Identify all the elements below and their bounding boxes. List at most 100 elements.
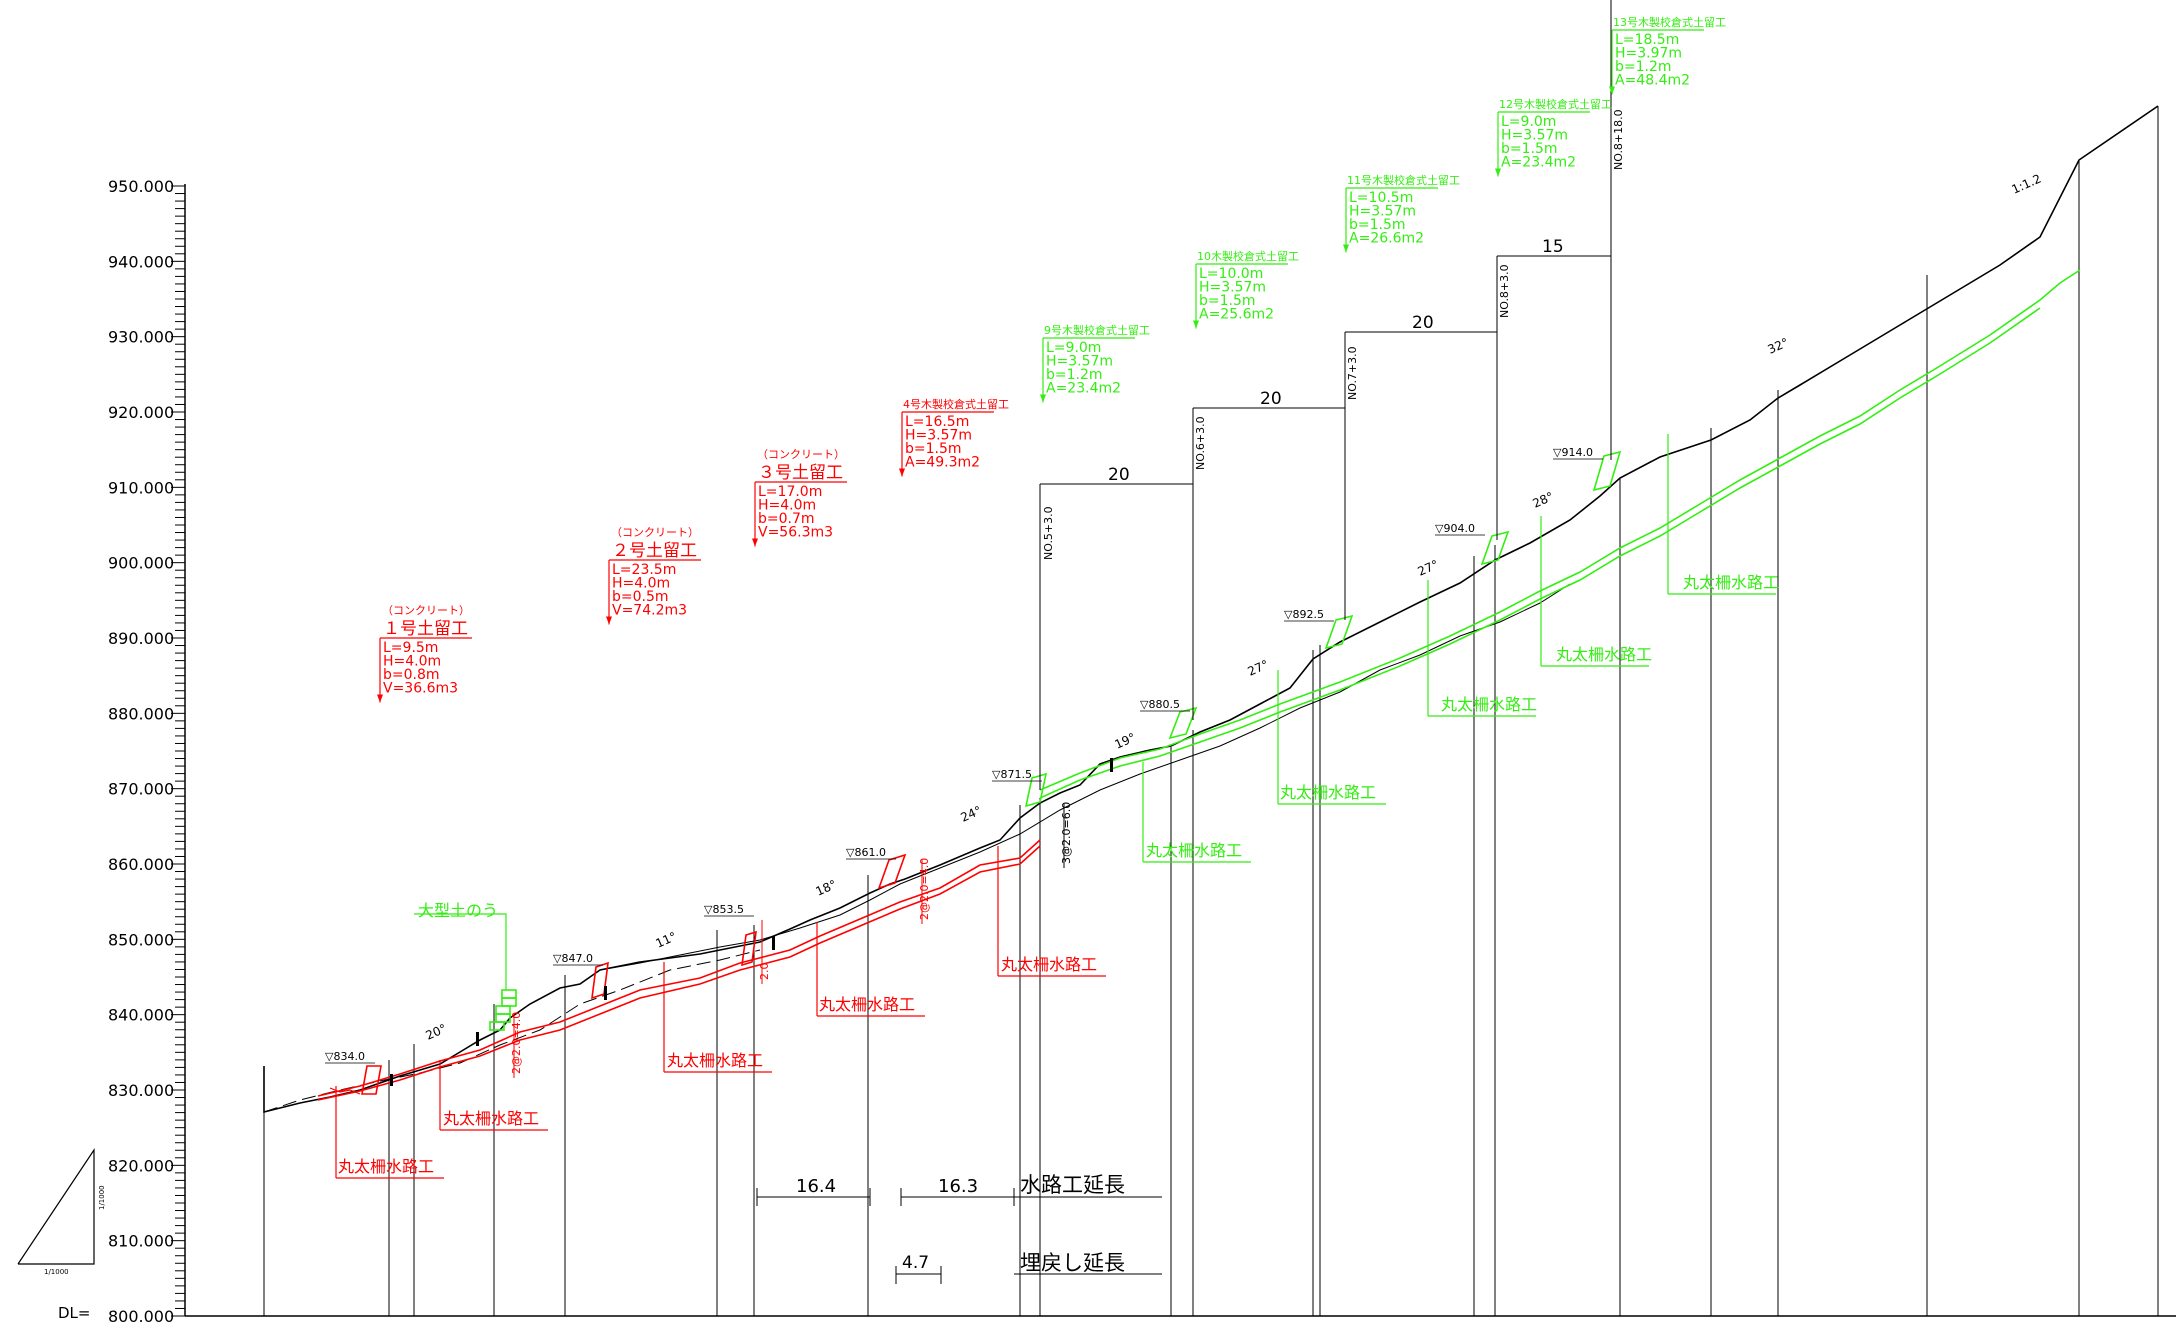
waterway-label: 丸太柵水路工 — [667, 1051, 763, 1070]
wall-spec: L=9.0m — [1046, 340, 1101, 356]
slope-angle-label: 20° — [424, 1021, 449, 1042]
axis-tick-label: 830.000 — [108, 1081, 174, 1100]
wall-spec: A=23.4m2 — [1046, 381, 1121, 397]
slope-angle-label: 1:1.2 — [2010, 171, 2044, 196]
stations-layer: NO.5+3.0 NO.6+3.0 NO.7+3.0 NO.8+3.0 NO.8+18.… — [1042, 109, 1625, 560]
wall-spec: L=23.5m — [612, 562, 676, 578]
wall-spec: A=25.6m2 — [1199, 307, 1274, 323]
axis-tick-label: 810.000 — [108, 1232, 174, 1251]
waterway-callout: 丸太柵水路工 — [335, 1086, 444, 1179]
elevation-mark: ▽892.5 — [1284, 608, 1324, 621]
wall-spec: A=48.4m2 — [1615, 73, 1690, 89]
wall-spec: b=0.7m — [758, 511, 815, 527]
wall-spec: L=10.0m — [1199, 266, 1263, 282]
wall-title: 11号木製校倉式土留工 — [1347, 173, 1460, 187]
wall-spec: H=3.57m — [1199, 280, 1266, 296]
wall-spec: L=17.0m — [758, 484, 822, 500]
waterway-length-label: 水路工延長 — [1020, 1173, 1125, 1197]
waterway-callout: 丸太柵水路工 — [816, 922, 925, 1017]
wall-9-shape — [1024, 772, 1048, 808]
wall-spec: b=0.5m — [612, 589, 669, 605]
slope-angle-label: 18° — [814, 877, 839, 898]
elevation-mark: ▽847.0 — [553, 952, 593, 965]
station-label: NO.7+3.0 — [1346, 346, 1359, 400]
wall-title: 9号木製校倉式土留工 — [1044, 323, 1150, 337]
log-markers — [390, 758, 1113, 1086]
elevation-marks-layer: ▽834.0 ▽847.0 ▽853.5 ▽861.0 ▽871.5 ▽880.5 ▽892… — [325, 446, 1603, 1064]
axis-tick-label: 850.000 — [108, 930, 174, 949]
elevation-mark: ▽834.0 — [325, 1050, 365, 1063]
tick-labels: 800.000 810.000 820.000 830.000 840.000 850.0… — [108, 177, 174, 1326]
axis-tick-label: 950.000 — [108, 177, 174, 196]
slope-angle-label: 32° — [1766, 335, 1791, 356]
wall-title: 12号木製校倉式土留工 — [1499, 97, 1612, 111]
vertical-dim-label: 2@2.0=4.0 — [918, 858, 931, 920]
waterway-label: 丸太柵水路工 — [443, 1109, 539, 1128]
section-lines — [263, 106, 2159, 1316]
station-spacing: 20 — [1260, 389, 1282, 409]
waterway-label: 丸太柵水路工 — [1146, 841, 1242, 860]
waterway-callout: 丸太柵水路工 — [1540, 516, 1652, 667]
big-sandbag-stack — [489, 989, 517, 1031]
waterway-callout: 丸太柵水路工 — [439, 1060, 548, 1131]
elevation-mark: ▽904.0 — [1435, 522, 1475, 535]
wall-4-shape — [877, 853, 907, 890]
waterway-label: 丸太柵水路工 — [1556, 645, 1652, 664]
waterway-label: 丸太柵水路工 — [1683, 573, 1779, 592]
wall-spec: V=74.2m3 — [612, 603, 687, 619]
wall-title: 13号木製校倉式土留工 — [1613, 15, 1726, 29]
axis-tick-label: 870.000 — [108, 780, 174, 799]
wall-spec: b=1.5m — [905, 441, 962, 457]
station-spacing: 20 — [1412, 313, 1434, 333]
backfill-length: 4.7 — [902, 1253, 929, 1273]
wall-spec: H=3.57m — [1501, 128, 1568, 144]
waterway-callout: 丸太柵水路工 — [1142, 762, 1251, 863]
waterway-label: 丸太柵水路工 — [819, 995, 915, 1014]
station-spacing: 20 — [1108, 465, 1130, 485]
waterway-label: 丸太柵水路工 — [1441, 695, 1537, 714]
wall-leader-arrow — [1609, 86, 1615, 95]
big-sandbag-label: 大型土のう — [418, 901, 498, 920]
slope-angle-label: 19° — [1113, 730, 1138, 751]
wall-title: 10木製校倉式土留工 — [1197, 249, 1299, 263]
elevation-mark: ▽871.5 — [992, 768, 1032, 781]
wall-title: ３号土留工 — [758, 463, 843, 483]
wall-spec: b=1.2m — [1615, 59, 1672, 75]
wall-leader-arrow — [1040, 394, 1046, 403]
waterway-callout: 丸太柵水路工 — [997, 846, 1106, 977]
wall-spec: H=4.0m — [758, 498, 816, 514]
wall-spec: H=3.57m — [905, 428, 972, 444]
scale-triangle: 1/1000 1/1000 — [17, 1148, 106, 1276]
wall-spec: L=16.5m — [905, 414, 969, 430]
wall-spec: L=18.5m — [1615, 32, 1679, 48]
station-label: NO.5+3.0 — [1042, 506, 1055, 560]
axis-tick-label: 860.000 — [108, 855, 174, 874]
station-label: NO.8+3.0 — [1498, 264, 1511, 318]
waterway-label: 丸太柵水路工 — [1280, 783, 1376, 802]
wall-3-shape — [741, 930, 757, 967]
axis-tick-label: 800.000 — [108, 1307, 174, 1326]
waterways-layer: 丸太柵水路工丸太柵水路工丸太柵水路工丸太柵水路工丸太柵水路工丸太柵水路工丸太柵水… — [335, 434, 1779, 1179]
wall-spec: V=56.3m3 — [758, 525, 833, 541]
waterway-label: 丸太柵水路工 — [338, 1157, 434, 1176]
big-sandbag-callout: 大型土のう — [414, 901, 507, 990]
axis-tick-label: 840.000 — [108, 1006, 174, 1025]
slope-angle-label: 28° — [1531, 489, 1556, 510]
vertical-dim-label: 3@2.0=6.0 — [1060, 802, 1073, 864]
wall-title-note: （コンクリート） — [611, 526, 699, 539]
wall-spec: b=1.5m — [1199, 293, 1256, 309]
axis-tick-label: 820.000 — [108, 1156, 174, 1175]
wall-spec: H=4.0m — [612, 576, 670, 592]
waterway-length-1: 16.4 — [796, 1176, 836, 1197]
dl-label: DL= — [58, 1304, 90, 1322]
wall-spec: L=9.0m — [1501, 114, 1556, 130]
wall-spec: A=23.4m2 — [1501, 155, 1576, 171]
